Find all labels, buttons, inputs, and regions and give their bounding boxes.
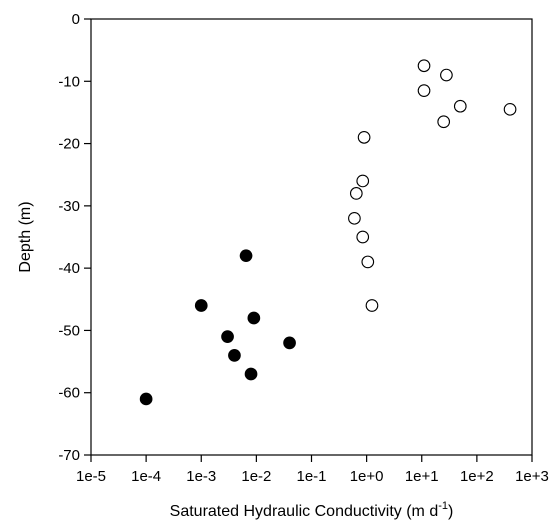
y-tick-label: -10 xyxy=(58,73,80,90)
open-data-point xyxy=(440,68,453,82)
y-tick-label: -20 xyxy=(58,136,80,153)
filled-data-point xyxy=(228,348,241,362)
y-axis: 0 -10 -20 -30 -40 -50 -60 -70 xyxy=(58,11,91,464)
x-axis: 1e-5 1e-4 1e-3 1e-2 1e-1 1e+0 1e+1 1e+2 1e+3 xyxy=(76,455,549,485)
x-axis-title-close: ) xyxy=(448,503,453,520)
x-axis-title: Saturated Hydraulic Conductivity (m d-1) xyxy=(170,500,454,520)
y-tick-label: 0 xyxy=(72,11,80,28)
x-axis-title-superscript: -1 xyxy=(438,500,448,512)
open-data-point xyxy=(356,174,370,188)
open-data-point xyxy=(417,84,431,97)
open-data-point xyxy=(437,115,451,129)
open-data-point xyxy=(417,59,431,73)
x-tick-label: 1e+0 xyxy=(350,468,384,485)
x-tick-label: 1e+2 xyxy=(460,468,494,485)
filled-data-point xyxy=(244,367,258,381)
filled-data-point xyxy=(139,392,153,406)
open-data-point xyxy=(348,211,361,225)
filled-data-point xyxy=(247,311,261,325)
open-data-point xyxy=(361,255,375,269)
open-data-point xyxy=(453,99,467,113)
open-data-point xyxy=(365,299,379,312)
x-tick-label: 1e-4 xyxy=(131,468,161,485)
y-tick-label: -70 xyxy=(58,447,80,464)
y-tick-label: -60 xyxy=(58,385,80,402)
open-data-point xyxy=(349,187,363,200)
x-tick-label: 1e-3 xyxy=(186,468,216,485)
open-data-point xyxy=(356,230,370,244)
x-tick-label: 1e-5 xyxy=(76,468,106,485)
filled-data-point xyxy=(221,330,234,344)
y-tick-label: -40 xyxy=(58,260,80,277)
x-tick-label: 1e-1 xyxy=(296,468,326,485)
open-data-point xyxy=(503,102,517,116)
x-tick-label: 1e+3 xyxy=(515,468,549,485)
y-tick-label: -50 xyxy=(58,322,80,339)
filled-data-point xyxy=(283,336,296,350)
open-data-point xyxy=(357,130,371,144)
x-tick-label: 1e+1 xyxy=(405,468,439,485)
plot-area xyxy=(90,18,533,456)
y-tick-label: -30 xyxy=(58,198,80,215)
data-points xyxy=(139,59,517,406)
filled-data-point xyxy=(194,299,208,312)
x-tick-label: 1e-2 xyxy=(241,468,271,485)
plot-border xyxy=(90,18,533,456)
x-axis-title-main: Saturated Hydraulic Conductivity (m d xyxy=(170,503,439,520)
y-axis-title: Depth (m) xyxy=(17,201,34,272)
filled-data-point xyxy=(239,249,253,263)
